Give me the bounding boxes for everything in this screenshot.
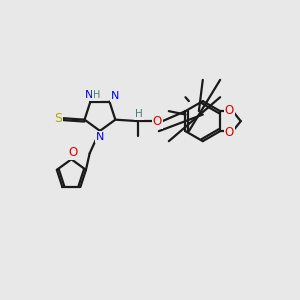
Text: S: S xyxy=(54,112,62,125)
Text: O: O xyxy=(225,125,234,139)
Text: H: H xyxy=(93,90,100,100)
Text: N: N xyxy=(96,132,104,142)
Text: N: N xyxy=(111,91,119,101)
Text: O: O xyxy=(225,104,234,117)
Text: N: N xyxy=(85,90,93,100)
Text: O: O xyxy=(152,115,162,128)
Text: O: O xyxy=(68,146,77,159)
Text: H: H xyxy=(135,109,143,119)
